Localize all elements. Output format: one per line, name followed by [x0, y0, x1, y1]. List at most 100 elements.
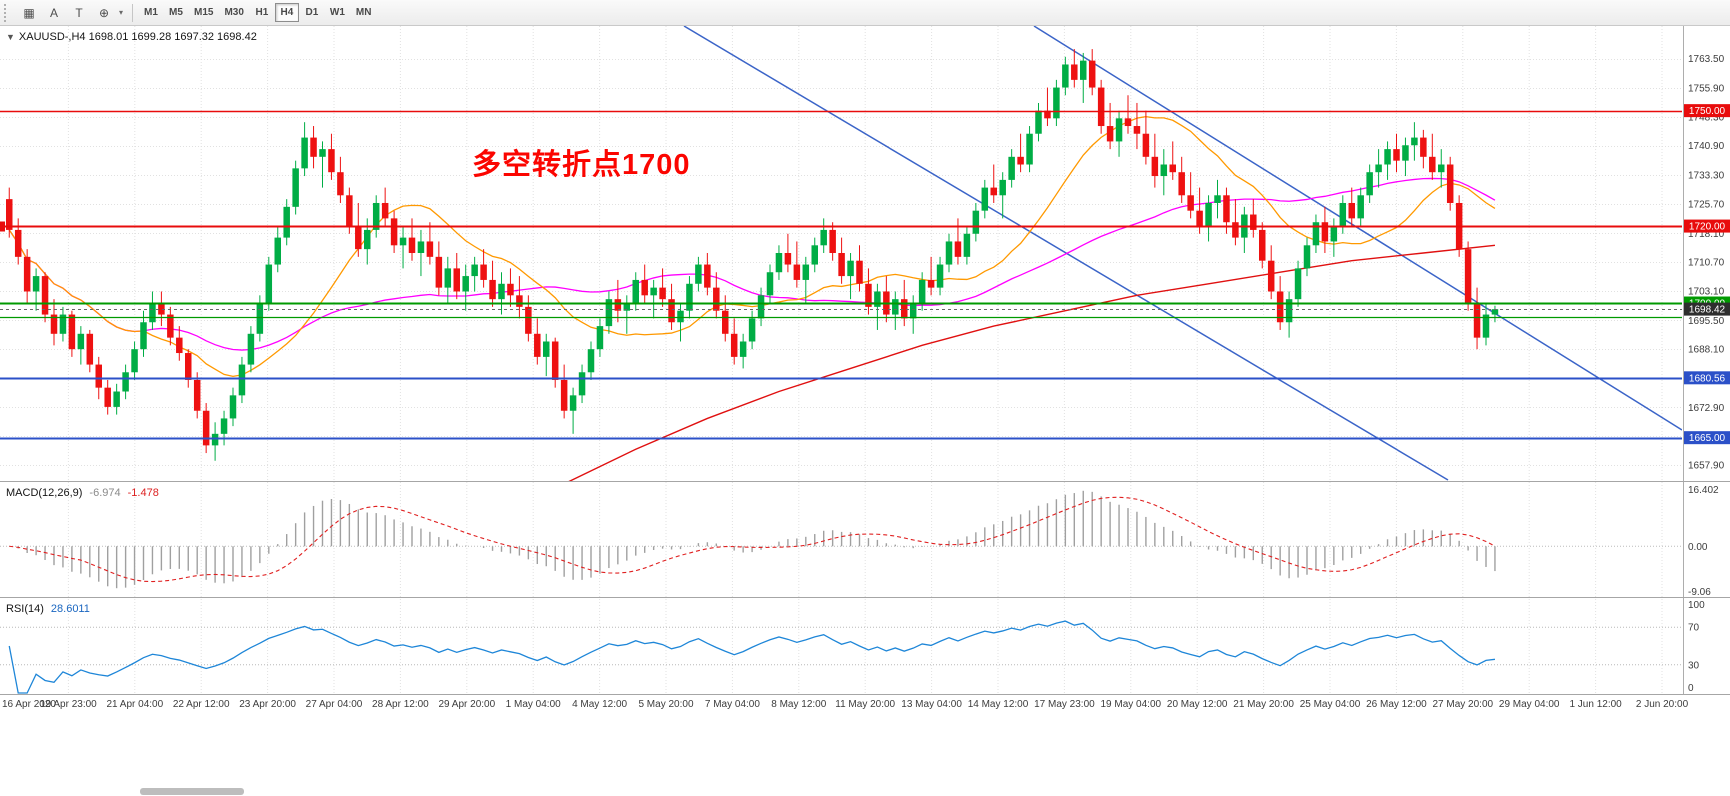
price-badge: 1698.42	[1684, 302, 1730, 316]
svg-text:1748.30: 1748.30	[1688, 113, 1725, 124]
svg-text:1710.70: 1710.70	[1688, 257, 1725, 268]
grid-layer	[0, 26, 1682, 695]
chevron-down-icon[interactable]: ▾	[118, 8, 123, 17]
svg-text:2 Jun 20:00: 2 Jun 20:00	[1636, 699, 1689, 710]
chart-type-icon: ▦	[23, 5, 35, 20]
svg-text:1695.50: 1695.50	[1688, 316, 1725, 327]
chart-annotation-text: 多空转折点1700	[472, 149, 691, 181]
svg-text:1698.42: 1698.42	[1689, 305, 1726, 316]
svg-text:1 May 04:00: 1 May 04:00	[506, 699, 561, 710]
medium-ma-line	[8, 177, 1496, 351]
svg-text:27 Apr 04:00: 27 Apr 04:00	[306, 699, 363, 710]
svg-text:1688.10: 1688.10	[1688, 344, 1725, 355]
svg-text:23 Apr 20:00: 23 Apr 20:00	[239, 699, 296, 710]
timeframe-MN-button[interactable]: MN	[351, 3, 377, 22]
svg-text:28 Apr 12:00: 28 Apr 12:00	[372, 699, 429, 710]
svg-text:17 May 23:00: 17 May 23:00	[1034, 699, 1095, 710]
timeframe-H1-button[interactable]: H1	[250, 3, 274, 22]
svg-text:27 May 20:00: 27 May 20:00	[1432, 699, 1493, 710]
svg-text:29 Apr 20:00: 29 Apr 20:00	[438, 699, 495, 710]
svg-text:29 May 04:00: 29 May 04:00	[1499, 699, 1560, 710]
svg-text:1703.10: 1703.10	[1688, 287, 1725, 298]
svg-text:1 Jun 12:00: 1 Jun 12:00	[1569, 699, 1622, 710]
price-badge: 1680.56	[1684, 371, 1730, 385]
macd-signal-line	[9, 496, 1496, 583]
svg-text:1763.50: 1763.50	[1688, 54, 1725, 65]
macd-scale-label: -9.06	[1688, 587, 1711, 598]
text-label-button[interactable]: T	[67, 3, 91, 23]
rsi-line	[8, 620, 1496, 694]
timeframe-M5-button[interactable]: M5	[164, 3, 188, 22]
chart-title: ▼ XAUUSD-,H4 1698.01 1699.28 1697.32 1698…	[6, 31, 257, 43]
svg-text:1750.00: 1750.00	[1689, 106, 1726, 117]
timeframe-W1-button[interactable]: W1	[325, 3, 350, 22]
svg-text:1680.56: 1680.56	[1689, 373, 1726, 384]
timeframe-M15-button[interactable]: M15	[189, 3, 218, 22]
price-badge: 1750.00	[1684, 104, 1730, 118]
svg-text:1733.30: 1733.30	[1688, 170, 1725, 181]
fast-ma-line	[8, 115, 1496, 378]
svg-text:1755.90: 1755.90	[1688, 83, 1725, 94]
toolbar-separator	[132, 3, 133, 22]
svg-text:26 May 12:00: 26 May 12:00	[1366, 699, 1427, 710]
svg-text:19 May 04:00: 19 May 04:00	[1100, 699, 1161, 710]
svg-text:25 May 04:00: 25 May 04:00	[1300, 699, 1361, 710]
price-badge: 1665.00	[1684, 431, 1730, 445]
svg-text:19 Apr 23:00: 19 Apr 23:00	[40, 699, 97, 710]
main-plot-layer	[6, 26, 1682, 481]
price-axis[interactable]: 1763.50 1755.90 1748.30 1740.90 1733.30 1725.…	[1684, 54, 1730, 471]
macd-histogram	[17, 490, 1496, 589]
text-annotation-button[interactable]: A	[42, 3, 66, 23]
timeframe-M1-button[interactable]: M1	[139, 3, 163, 22]
svg-text:20 May 12:00: 20 May 12:00	[1167, 699, 1228, 710]
svg-text:1665.00: 1665.00	[1689, 433, 1726, 444]
trendline[interactable]	[1033, 26, 1682, 431]
rsi-scale-label: 100	[1688, 600, 1705, 611]
price-badge: 1720.00	[1684, 219, 1730, 233]
macd-scale-label: 0.00	[1688, 542, 1708, 553]
svg-text:1718.10: 1718.10	[1688, 229, 1725, 240]
svg-text:5 May 20:00: 5 May 20:00	[638, 699, 693, 710]
svg-text:7 May 04:00: 7 May 04:00	[705, 699, 760, 710]
toolbar-grip-handle[interactable]	[4, 3, 12, 22]
bottom-scrollbar-thumb[interactable]	[140, 788, 244, 795]
svg-text:11 May 20:00: 11 May 20:00	[835, 699, 895, 710]
rsi-indicator-label: RSI(14) 28.6011	[6, 603, 90, 615]
svg-text:1672.90: 1672.90	[1688, 403, 1725, 414]
text-label-icon: T	[75, 5, 83, 20]
chart-canvas[interactable]: 1763.50 1755.90 1748.30 1740.90 1733.30 1725.…	[0, 26, 1730, 796]
macd-main-value: -6.974	[89, 487, 121, 499]
rsi-scale-label: 30	[1688, 660, 1700, 671]
trendline[interactable]	[683, 26, 1449, 481]
rsi-scale-label: 0	[1688, 683, 1694, 694]
timeframe-group: M1 M5 M15 M30 H1 H4 D1 W1 MN	[139, 3, 376, 22]
macd-signal-value: -1.478	[127, 487, 159, 499]
svg-text:4 May 12:00: 4 May 12:00	[572, 699, 627, 710]
chart-type-button[interactable]: ▦	[17, 3, 41, 23]
timeframe-M30-button[interactable]: M30	[219, 3, 248, 22]
timeframe-H4-button[interactable]: H4	[274, 3, 299, 22]
svg-text:1657.90: 1657.90	[1688, 460, 1725, 471]
svg-text:14 May 12:00: 14 May 12:00	[968, 699, 1029, 710]
crosshair-icon: ⊕	[98, 5, 110, 20]
chart-title-text: XAUUSD-,H4 1698.01 1699.28 1697.32 1698.…	[18, 31, 257, 43]
rsi-scale-label: 70	[1688, 623, 1700, 634]
toolbar: ▦ A T ⊕ ▾ M1 M5 M15 M30 H1 H4 D1 W1 MN	[0, 0, 1730, 26]
hline-left-marker[interactable]	[0, 221, 5, 232]
svg-text:21 May 20:00: 21 May 20:00	[1233, 699, 1294, 710]
svg-text:16 Apr 2020: 16 Apr 2020	[2, 699, 56, 710]
svg-text:1740.90: 1740.90	[1688, 141, 1725, 152]
timeframe-D1-button[interactable]: D1	[300, 3, 324, 22]
crosshair-button[interactable]: ⊕	[92, 3, 116, 23]
svg-text:1725.70: 1725.70	[1688, 200, 1725, 211]
svg-text:22 Apr 12:00: 22 Apr 12:00	[173, 699, 230, 710]
macd-indicator-label: MACD(12,26,9) -6.974 -1.478	[6, 487, 159, 499]
chart-dropdown-icon[interactable]: ▼	[6, 32, 15, 42]
svg-text:1720.00: 1720.00	[1689, 222, 1726, 233]
text-annotation-icon: A	[49, 5, 58, 20]
svg-text:13 May 04:00: 13 May 04:00	[901, 699, 962, 710]
rsi-value: 28.6011	[50, 603, 90, 615]
drawing-tools-group: ▦ A T ⊕	[17, 3, 116, 23]
